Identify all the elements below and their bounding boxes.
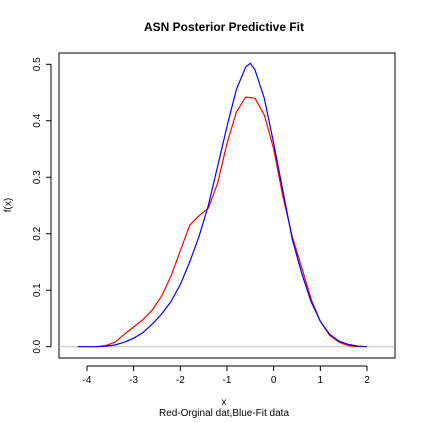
y-axis-label: f(x) — [3, 198, 14, 212]
series-line-1 — [96, 96, 358, 348]
y-tick-label: 0.2 — [32, 226, 43, 240]
x-tick-label: 2 — [364, 375, 370, 386]
y-tick-label: 0.0 — [32, 339, 43, 353]
y-tick-label: 0.1 — [32, 283, 43, 297]
x-tick-label: 0 — [271, 375, 277, 386]
x-axis: -4 -3 -2 -1 0 1 2 — [83, 365, 370, 386]
x-tick-label: 1 — [318, 375, 324, 386]
y-tick-label: 0.4 — [32, 113, 43, 127]
y-tick-label: 0.3 — [32, 170, 43, 184]
x-tick-label: -3 — [129, 375, 138, 386]
chart-title: ASN Posterior Predictive Fit — [144, 20, 304, 34]
series-line-2 — [77, 62, 368, 348]
x-tick-label: -1 — [223, 375, 232, 386]
x-tick-label: -4 — [83, 375, 92, 386]
y-tick-label: 0.5 — [32, 57, 43, 71]
x-axis-subtitle: Red-Orginal dat,Blue-Fit data — [159, 408, 290, 419]
y-axis: 0.0 0.1 0.2 0.3 0.4 0.5 — [32, 57, 52, 354]
x-tick-label: -2 — [176, 375, 185, 386]
plot-frame — [58, 52, 396, 359]
x-axis-label: x — [222, 397, 227, 408]
series-layer — [77, 62, 368, 348]
